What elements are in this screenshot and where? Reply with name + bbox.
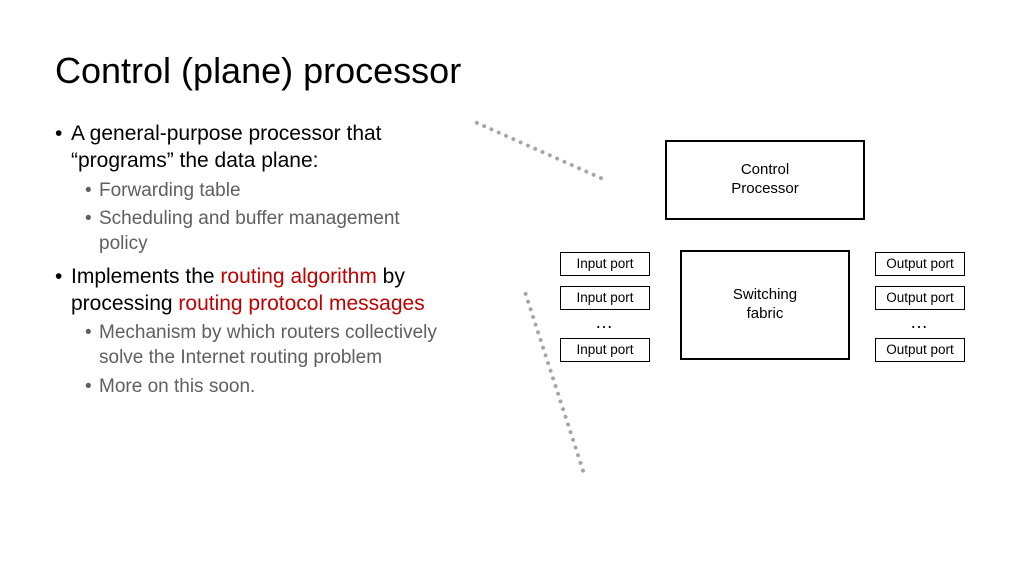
bullet-2-subs: Mechanism by which routers collectively …: [71, 321, 445, 399]
output-port-3: Output port: [875, 338, 965, 362]
bullet-2-pre: Implements the: [71, 265, 220, 288]
bullet-2-sub-2: More on this soon.: [71, 375, 445, 400]
bullet-list: A general-purpose processor that “progra…: [55, 120, 445, 399]
input-port-2: Input port: [560, 286, 650, 310]
output-port-2: Output port: [875, 286, 965, 310]
switching-fabric-box: Switching fabric: [680, 250, 850, 360]
input-port-3: Input port: [560, 338, 650, 362]
output-port-1: Output port: [875, 252, 965, 276]
control-processor-box: Control Processor: [665, 140, 865, 220]
bullet-1: A general-purpose processor that “progra…: [55, 120, 445, 257]
output-ellipsis: …: [910, 312, 928, 333]
bullet-2: Implements the routing algorithm by proc…: [55, 263, 445, 400]
slide-title: Control (plane) processor: [55, 50, 969, 92]
bullet-2-hl2: routing protocol messages: [178, 292, 424, 315]
bullet-1-subs: Forwarding table Scheduling and buffer m…: [71, 179, 445, 257]
dotted-line-bottom: [523, 291, 586, 473]
input-ellipsis: …: [595, 312, 613, 333]
text-column: A general-purpose processor that “progra…: [55, 120, 445, 500]
bullet-2-hl1: routing algorithm: [220, 265, 376, 288]
bullet-2-sub-1: Mechanism by which routers collectively …: [71, 321, 445, 370]
router-diagram: Control Processor Switching fabric Input…: [465, 120, 969, 500]
bullet-1-sub-2: Scheduling and buffer management policy: [71, 207, 445, 256]
bullet-1-sub-1: Forwarding table: [71, 179, 445, 204]
input-port-1: Input port: [560, 252, 650, 276]
bullet-1-text: A general-purpose processor that “progra…: [71, 122, 382, 172]
dotted-line-top: [474, 120, 604, 181]
content-row: A general-purpose processor that “progra…: [55, 120, 969, 500]
